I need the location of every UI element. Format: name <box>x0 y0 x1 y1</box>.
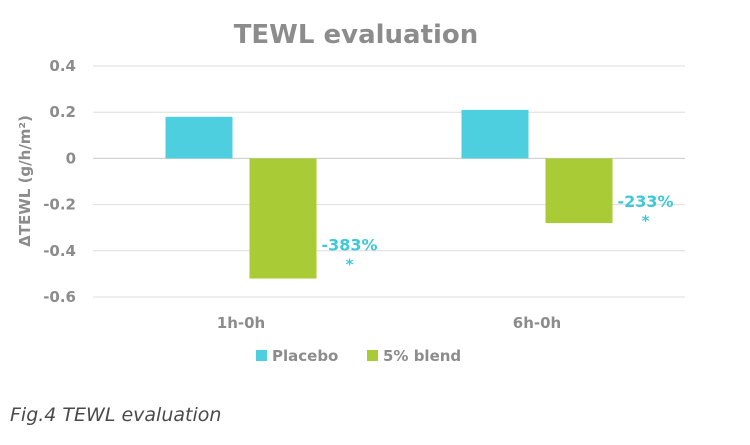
bar-5-blend-6h-0h <box>545 158 613 224</box>
bars <box>165 109 613 279</box>
significance-mark: * <box>346 256 354 274</box>
x-axis-ticks: 1h-0h 6h-0h <box>217 314 561 332</box>
bar-5-blend-1h-0h <box>249 158 317 279</box>
legend-label: 5% blend <box>383 347 461 365</box>
legend: Placebo 5% blend <box>256 347 461 365</box>
y-axis-label: ΔTEWL (g/h/m²) <box>16 115 34 247</box>
bar-placebo-6h-0h <box>461 109 529 159</box>
legend-label: Placebo <box>272 347 338 365</box>
bar-placebo-1h-0h <box>165 116 233 159</box>
figure-caption: Fig.4 TEWL evaluation <box>10 404 222 426</box>
legend-swatch <box>367 350 378 361</box>
legend-swatch <box>256 350 267 361</box>
significance-mark: * <box>642 212 650 230</box>
x-tick-label: 6h-0h <box>513 314 561 332</box>
x-tick-label: 1h-0h <box>217 314 265 332</box>
y-tick-label: 0.2 <box>49 103 76 121</box>
y-tick-label: -0.6 <box>43 288 76 306</box>
annotations: -383%*-233%* <box>321 192 673 273</box>
y-tick-label: -0.4 <box>43 242 76 260</box>
chart-title: TEWL evaluation <box>234 20 479 50</box>
y-tick-label: 0.4 <box>49 57 76 75</box>
annotation-percent: -233% <box>617 192 673 211</box>
y-tick-label: 0 <box>66 149 76 167</box>
tewl-chart: TEWL evaluation -0.6 -0.4 -0.2 0 0.2 0.4 ΔTEW… <box>16 20 685 365</box>
y-axis-ticks: -0.6 -0.4 -0.2 0 0.2 0.4 <box>43 57 76 306</box>
annotation-percent: -383% <box>321 236 377 255</box>
y-tick-label: -0.2 <box>43 196 76 214</box>
